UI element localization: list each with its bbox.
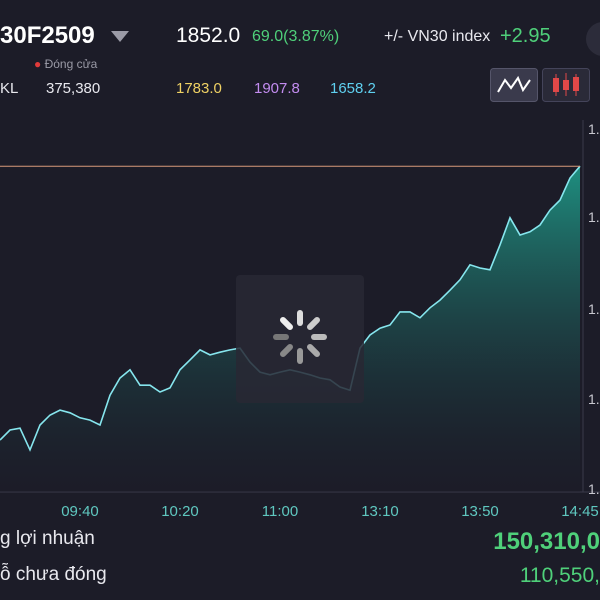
x-tick-label: 13:50 xyxy=(461,503,499,520)
x-tick-label: 10:20 xyxy=(161,503,199,520)
y-tick-label: 1. xyxy=(588,481,600,497)
volume: 375,380 xyxy=(46,80,101,97)
status: ● Đóng cửa xyxy=(34,57,98,71)
loading-overlay xyxy=(236,275,364,403)
loading-spinner xyxy=(273,310,327,364)
open-price: 1783.0 xyxy=(176,80,222,97)
low-price: 1658.2 xyxy=(330,80,376,97)
price: 1852.0 xyxy=(176,24,241,47)
dropdown-arrow[interactable] xyxy=(110,29,130,43)
x-tick-label: 09:40 xyxy=(61,503,99,520)
status-text: Đóng cửa xyxy=(44,57,98,71)
candle-chart-button[interactable] xyxy=(542,68,590,102)
line-chart-button[interactable] xyxy=(490,68,538,102)
summary-label: ỗ chưa đóng xyxy=(0,564,107,585)
index-label: +/- VN30 index xyxy=(384,28,491,45)
y-tick-label: 1. xyxy=(588,209,600,225)
volume-label: KL xyxy=(0,80,19,97)
area xyxy=(0,166,580,492)
change: 69.0(3.87%) xyxy=(252,28,340,45)
menu-button[interactable] xyxy=(586,22,600,56)
symbol: 30F2509 xyxy=(0,22,95,49)
x-tick-label: 13:10 xyxy=(361,503,399,520)
y-tick-label: 1. xyxy=(588,121,600,137)
summary-value: 150,310,0 xyxy=(493,528,600,555)
x-tick-label: 14:45 xyxy=(561,503,599,520)
index-change: +2.95 xyxy=(500,25,551,47)
high-price: 1907.8 xyxy=(254,80,300,97)
x-tick-label: 11:00 xyxy=(262,503,298,520)
y-tick-label: 1. xyxy=(588,301,600,317)
summary-label: g lợi nhuận xyxy=(0,528,95,549)
y-tick-label: 1. xyxy=(588,391,600,407)
summary-value: 110,550, xyxy=(519,564,600,587)
